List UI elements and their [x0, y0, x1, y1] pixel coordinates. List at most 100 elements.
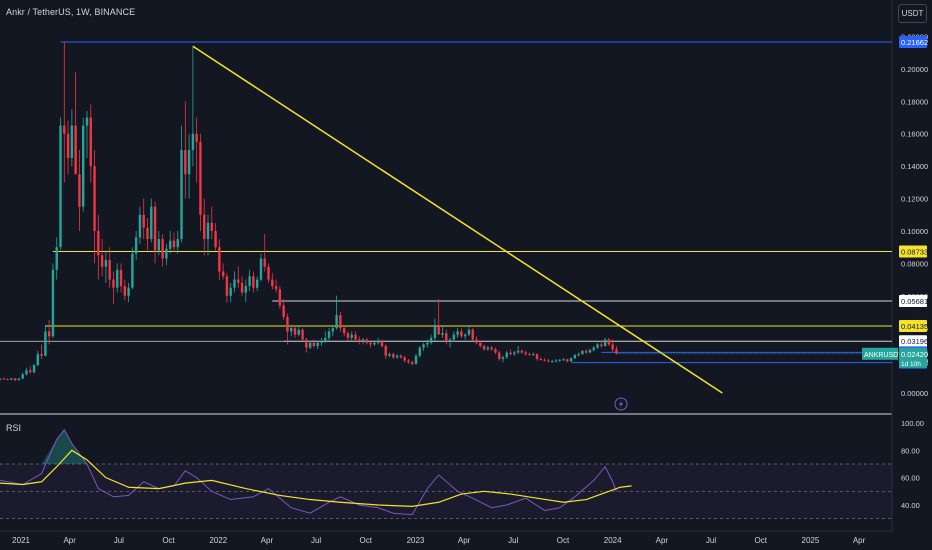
price-tick-label: 0.10000: [901, 227, 928, 236]
candle-body: [342, 328, 346, 334]
candle-body: [44, 331, 47, 356]
candle-body: [78, 174, 81, 207]
candle-body: [501, 357, 505, 359]
candle-body: [339, 315, 342, 329]
candle-body: [172, 240, 176, 248]
candle-body: [577, 354, 580, 356]
candle-body: [452, 334, 456, 340]
candle-body: [596, 344, 599, 348]
time-tick-label: Apr: [261, 536, 274, 545]
price-tick-label: 0.12000: [901, 195, 928, 204]
candle-body: [176, 239, 179, 248]
candle-body: [399, 355, 403, 358]
level-price-label: 0.03196: [901, 337, 928, 346]
candle-body: [460, 331, 463, 337]
rsi-panel-label: RSI: [6, 423, 22, 433]
candle-body: [180, 149, 183, 240]
candle-body: [191, 133, 195, 150]
candle-body: [70, 125, 74, 159]
candle-body: [32, 365, 36, 373]
candle-body: [573, 354, 577, 359]
candle-body: [36, 354, 40, 366]
candle-body: [331, 328, 335, 332]
symbol-label-bg: [862, 347, 898, 360]
candle-body: [358, 339, 361, 342]
time-tick-label: Apr: [63, 536, 76, 545]
price-tick-label: 0.14000: [901, 162, 928, 171]
time-tick-label: Jul: [706, 536, 716, 545]
time-tick-label: 2022: [209, 536, 227, 545]
candle-body: [210, 222, 213, 231]
candle-body: [585, 350, 588, 353]
price-tick-label: 0.00000: [901, 389, 928, 398]
candle-body: [429, 337, 433, 343]
candle-body: [293, 328, 297, 335]
candle-body: [0, 378, 2, 380]
rsi-overbought-fill: [41, 429, 87, 464]
lightning-icon-glyph: [619, 400, 623, 408]
candle-body: [21, 374, 24, 379]
candle-body: [225, 276, 229, 296]
candle-body: [82, 125, 85, 207]
candle-body: [89, 117, 92, 167]
candle-body: [467, 329, 471, 335]
currency-button[interactable]: USDT: [898, 4, 927, 23]
candle-body: [244, 286, 248, 293]
lightning-icon: [614, 397, 628, 411]
candle-body: [388, 354, 391, 356]
candle-body: [535, 354, 539, 359]
candle-body: [327, 331, 331, 338]
level-price-label-bg: [899, 335, 927, 348]
candle-body: [146, 227, 149, 240]
candle-body: [195, 133, 198, 142]
candle-body: [63, 125, 66, 134]
candle-body: [494, 349, 497, 353]
candle-body: [263, 258, 266, 267]
candle-body: [6, 379, 9, 381]
candle-body: [437, 324, 440, 335]
candle-body: [259, 258, 263, 280]
time-tick-label: Oct: [162, 536, 175, 545]
time-tick-label: Jul: [311, 536, 321, 545]
time-tick-label: Jul: [508, 536, 518, 545]
candle-body: [600, 344, 603, 347]
candle-body: [157, 239, 161, 251]
candle-body: [369, 342, 372, 345]
candle-body: [297, 329, 300, 335]
level-price-label: 0.08733: [901, 247, 928, 256]
candle-body: [554, 360, 558, 362]
candle-body: [603, 339, 607, 347]
candle-body: [252, 276, 255, 288]
candle-body: [569, 358, 573, 362]
candle-body: [407, 360, 410, 363]
candle-body: [150, 206, 153, 240]
rsi-tick-label: 100.00: [901, 419, 924, 428]
candle-body: [240, 282, 244, 293]
candle-body: [486, 347, 490, 350]
candle-body: [184, 149, 187, 175]
time-tick-label: Apr: [458, 536, 471, 545]
candle-body: [539, 358, 543, 360]
candle-body: [611, 344, 614, 350]
candle-body: [395, 355, 399, 358]
candle-body: [119, 269, 123, 287]
candle-body: [112, 279, 115, 288]
candle-body: [403, 357, 406, 361]
candle-body: [490, 347, 493, 350]
candle-body: [562, 359, 565, 361]
candle-body: [414, 355, 418, 364]
candle-body: [392, 354, 395, 358]
candle-body: [274, 286, 278, 290]
time-tick-label: Apr: [656, 536, 669, 545]
candle-body: [384, 346, 387, 356]
candle-body: [373, 342, 376, 345]
time-tick-label: Oct: [754, 536, 767, 545]
candle-body: [528, 354, 531, 356]
price-tick-label: 0.08000: [901, 259, 928, 268]
candle-body: [588, 350, 592, 353]
candle-body: [581, 350, 584, 355]
level-price-label: 0.04135: [901, 322, 928, 331]
candle-body: [214, 230, 217, 248]
candle-body: [233, 279, 236, 288]
